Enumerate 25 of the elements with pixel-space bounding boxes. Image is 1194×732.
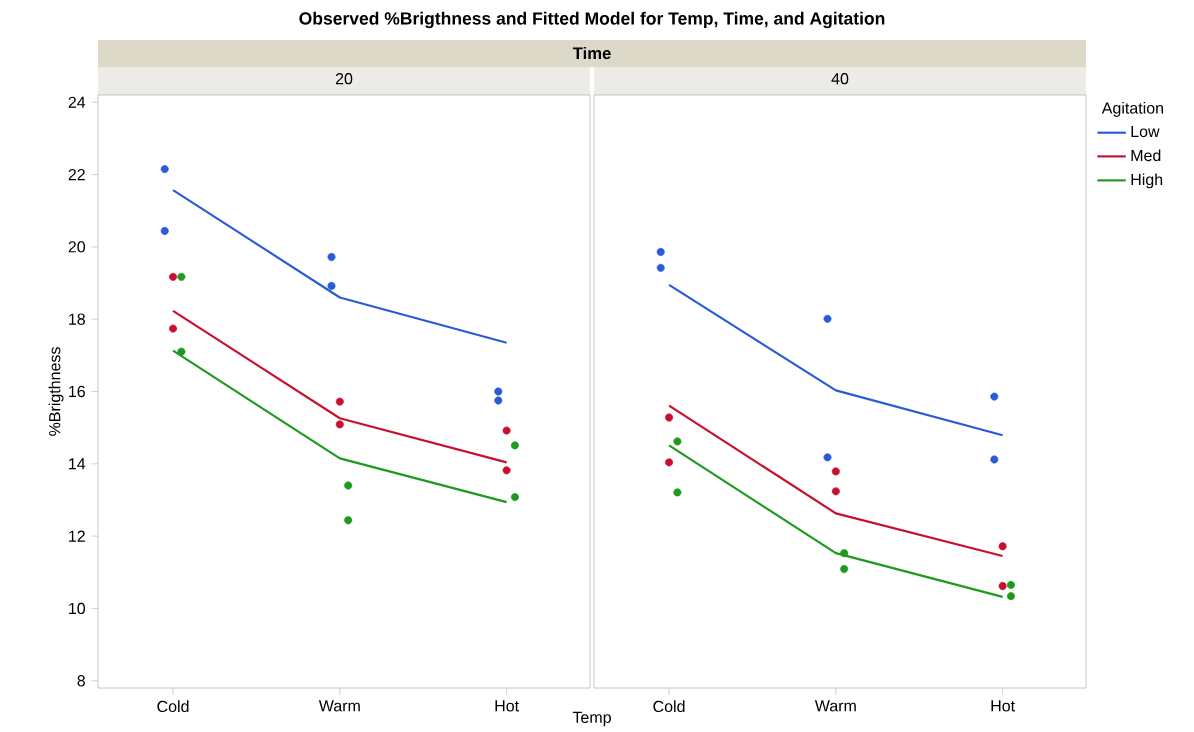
text: Time bbox=[572, 47, 611, 60]
y-tick-label: 18 bbox=[69, 313, 85, 326]
y-tick-label: 16 bbox=[69, 386, 85, 398]
chart-title: 40 bbox=[831, 73, 849, 85]
x-tick-label: Hot bbox=[991, 700, 1015, 712]
x-tick-label: Cold bbox=[653, 700, 685, 713]
y-tick-label: 8 bbox=[77, 675, 85, 687]
legend-label: Med bbox=[1131, 149, 1161, 162]
x-tick-label: Warm bbox=[318, 700, 360, 712]
chart-title: 20 bbox=[335, 73, 353, 85]
legend-label: Low bbox=[1131, 126, 1160, 138]
y-tick-label: 24 bbox=[68, 96, 86, 109]
legend-title: Agitation bbox=[1101, 102, 1163, 118]
y-tick-label: 14 bbox=[69, 458, 86, 470]
y-tick-label: 10 bbox=[69, 603, 86, 615]
y-tick-label: 20 bbox=[68, 241, 86, 253]
x-tick-label: Cold bbox=[157, 700, 189, 713]
x-tick-label: Warm bbox=[814, 700, 856, 712]
x-tick-label: Hot bbox=[495, 700, 519, 712]
x-axis-title: Temp bbox=[572, 712, 611, 727]
y-tick-label: 22 bbox=[68, 169, 85, 181]
text: Observed %Brigthness and Fitted Model for Temp, Time, and Agitation bbox=[299, 12, 885, 29]
y-axis-title: %Brigthness bbox=[48, 347, 64, 437]
y-tick-label: 12 bbox=[69, 530, 85, 542]
legend-label: High bbox=[1131, 173, 1163, 189]
